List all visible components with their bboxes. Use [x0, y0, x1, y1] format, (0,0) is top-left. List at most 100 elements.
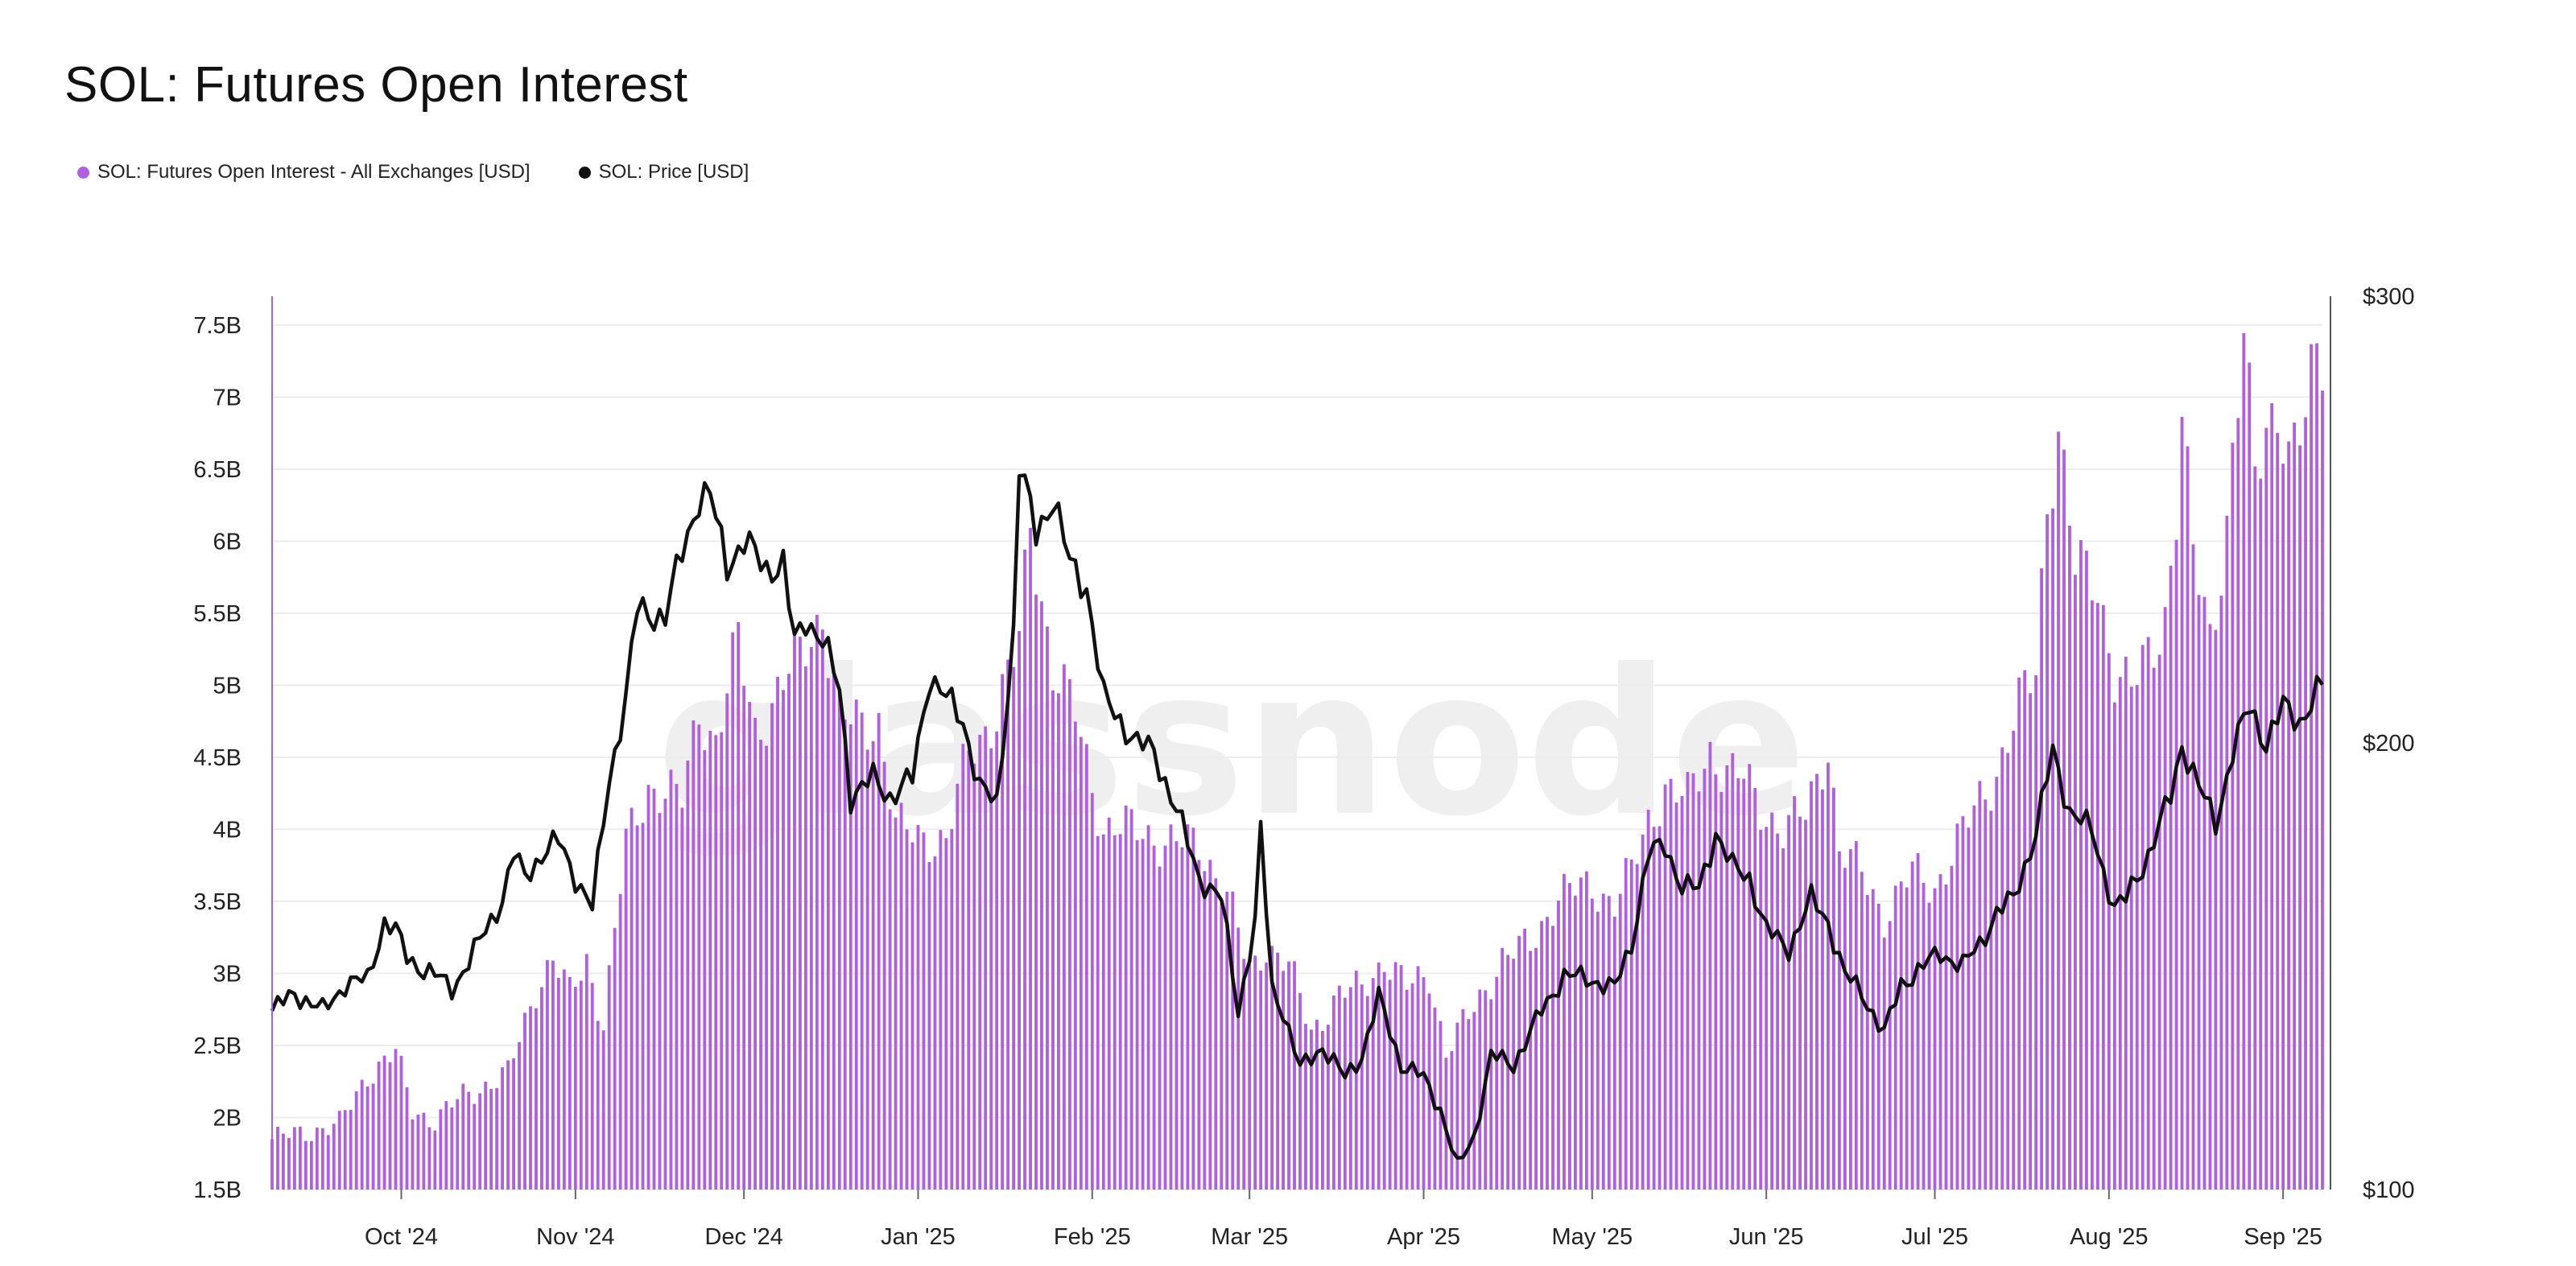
- oi-bar: [1697, 791, 1701, 1190]
- legend-item-open-interest[interactable]: SOL: Futures Open Interest - All Exchang…: [77, 161, 530, 184]
- oi-bar: [793, 631, 796, 1190]
- oi-bar: [1270, 946, 1274, 1190]
- oi-bar: [484, 1081, 488, 1190]
- oi-bar: [1568, 883, 1571, 1190]
- oi-bar: [1753, 788, 1757, 1190]
- oi-bar: [1158, 866, 1162, 1190]
- oi-bar: [809, 647, 813, 1190]
- oi-bar: [1899, 881, 1903, 1190]
- oi-bar: [2276, 432, 2280, 1190]
- oi-bar: [489, 1088, 493, 1190]
- oi-bar: [1001, 674, 1005, 1190]
- oi-bar: [1029, 527, 1032, 1190]
- oi-bar: [506, 1060, 510, 1190]
- oi-bar: [444, 1101, 448, 1190]
- oi-bar: [1652, 827, 1656, 1190]
- oi-bar: [1725, 765, 1729, 1190]
- oi-bar: [2315, 343, 2318, 1190]
- oi-bar: [1781, 847, 1785, 1190]
- oi-bar: [765, 745, 768, 1190]
- oi-bar: [2112, 702, 2116, 1190]
- oi-bar: [1967, 827, 1971, 1190]
- oi-bar: [815, 614, 819, 1190]
- oi-bar: [1141, 839, 1145, 1190]
- oi-bar: [433, 1130, 437, 1190]
- oi-bar: [1248, 964, 1252, 1190]
- oi-bar: [1978, 781, 1982, 1190]
- oi-bar: [601, 1030, 605, 1190]
- oi-bar: [2000, 747, 2004, 1190]
- oi-bar: [652, 788, 656, 1190]
- oi-bar: [1663, 784, 1667, 1190]
- oi-bar: [848, 724, 852, 1190]
- oi-bar: [427, 1127, 431, 1190]
- oi-bar: [742, 686, 746, 1190]
- oi-bar: [1096, 835, 1100, 1190]
- oi-bar: [2040, 568, 2044, 1190]
- oi-bar: [984, 726, 988, 1190]
- oi-bar: [748, 702, 752, 1190]
- y-left-tick-label: 2B: [213, 1105, 242, 1131]
- x-tick-label: Oct '24: [365, 1224, 438, 1250]
- oi-bar: [1090, 793, 1094, 1190]
- x-tick-label: May '25: [1552, 1224, 1633, 1250]
- oi-bar: [1854, 841, 1858, 1190]
- oi-bar: [663, 798, 667, 1190]
- oi-bar: [405, 1087, 409, 1190]
- oi-bar: [1023, 549, 1026, 1190]
- oi-bar: [2135, 685, 2139, 1190]
- oi-bar: [1467, 1019, 1471, 1190]
- oi-bar: [411, 1119, 415, 1190]
- oi-bar: [1337, 985, 1341, 1190]
- oi-bar: [1944, 884, 1948, 1190]
- oi-bar: [1674, 802, 1678, 1190]
- oi-bar: [1326, 1025, 1330, 1190]
- oi-bar: [473, 1103, 477, 1190]
- oi-bar: [2029, 693, 2033, 1190]
- oi-bar: [2191, 544, 2195, 1190]
- oi-bar: [590, 983, 594, 1190]
- oi-bar: [2057, 431, 2060, 1190]
- oi-bar: [1831, 787, 1835, 1190]
- oi-bar: [1220, 903, 1224, 1190]
- oi-bar: [1601, 893, 1605, 1190]
- oi-bar: [1129, 809, 1133, 1190]
- oi-bar: [787, 674, 791, 1190]
- oi-bar: [956, 783, 960, 1190]
- oi-bar: [326, 1135, 330, 1190]
- oi-bar: [820, 629, 824, 1190]
- oi-bar: [292, 1127, 296, 1190]
- oi-bar: [1343, 997, 1347, 1190]
- oi-bar: [2107, 653, 2111, 1190]
- oi-bar: [1163, 845, 1167, 1190]
- oi-bar: [922, 832, 926, 1190]
- x-tick-label: Sep '25: [2244, 1224, 2322, 1250]
- oi-bar: [860, 712, 864, 1190]
- x-tick-label: Nov '24: [536, 1224, 614, 1250]
- oi-bar: [1888, 921, 1892, 1190]
- oi-bar: [556, 977, 560, 1190]
- oi-bar: [1810, 781, 1813, 1190]
- oi-bar: [1938, 874, 1942, 1190]
- oi-bar: [309, 1140, 313, 1190]
- oi-bar: [978, 734, 982, 1190]
- oi-bar: [1203, 871, 1207, 1190]
- chart-legend: SOL: Futures Open Interest - All Exchang…: [77, 161, 749, 184]
- oi-bar: [354, 1091, 358, 1190]
- oi-bar: [535, 1008, 538, 1190]
- oi-bar: [2101, 604, 2105, 1190]
- legend-item-price[interactable]: SOL: Price [USD]: [578, 161, 749, 184]
- oi-bar: [961, 744, 965, 1190]
- oi-bar: [2095, 603, 2099, 1190]
- oi-bar: [1186, 824, 1190, 1190]
- oi-bar: [1489, 999, 1493, 1190]
- oi-bar: [377, 1061, 381, 1190]
- oi-bar: [1804, 819, 1807, 1190]
- oi-bar: [737, 621, 741, 1190]
- oi-bar: [337, 1111, 341, 1190]
- oi-bar: [865, 749, 869, 1190]
- oi-bar: [1927, 902, 1931, 1190]
- oi-bar: [1827, 762, 1830, 1190]
- oi-bar: [1135, 839, 1139, 1190]
